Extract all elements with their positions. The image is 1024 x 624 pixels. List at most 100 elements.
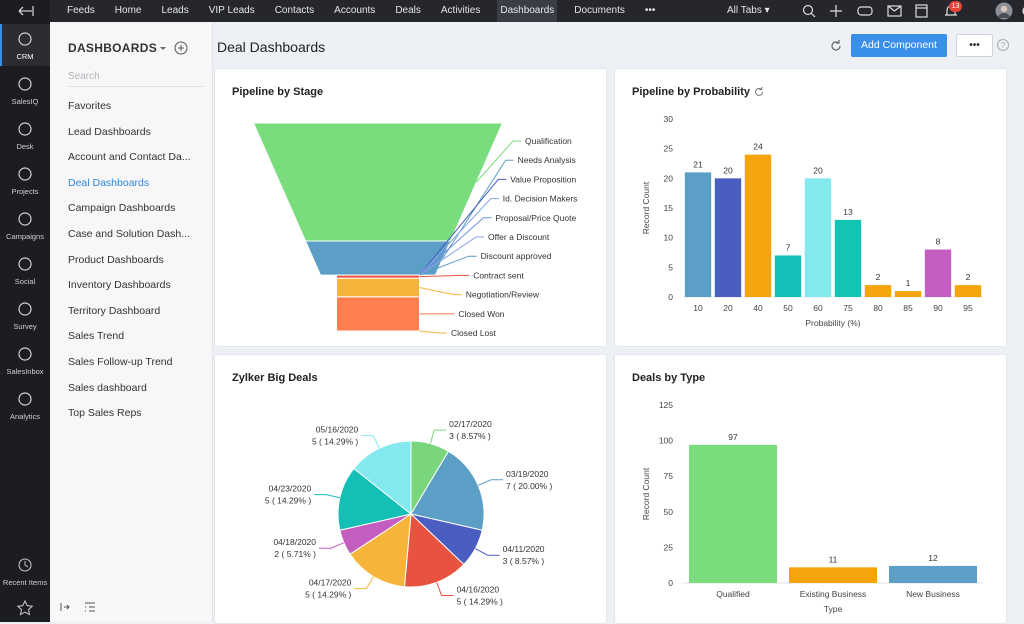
icon-shape [19, 168, 31, 180]
leader-line [354, 577, 373, 589]
add-component-button[interactable]: Add Component [851, 34, 947, 57]
icon-shape [19, 123, 31, 135]
nav-tab[interactable]: ••• [642, 0, 659, 22]
icon-shape [19, 78, 31, 90]
svg-text:?: ? [1001, 41, 1006, 50]
sidebar-item[interactable]: Social [0, 249, 50, 291]
search-input[interactable]: Search [68, 70, 204, 87]
dashboard-link[interactable]: Account and Contact Da... [68, 151, 191, 163]
y-tick-label: 75 [664, 471, 674, 481]
all-tabs-label: All Tabs [727, 5, 762, 16]
sidebar-item[interactable]: Survey [0, 294, 50, 336]
x-tick-label: 75 [843, 303, 853, 313]
funnel-segment [306, 241, 451, 275]
nav-tab[interactable]: Activities [438, 0, 483, 22]
value-label: 12 [928, 553, 938, 563]
panel-actions[interactable] [158, 40, 190, 56]
slice-value-label: 5 ( 14.29% ) [265, 496, 311, 506]
nav-tab[interactable]: Leads [158, 0, 191, 22]
menu-toggle[interactable] [0, 0, 50, 22]
nav-tab[interactable]: Contacts [272, 0, 317, 22]
dashboard-link[interactable]: Product Dashboards [68, 254, 164, 266]
favorites-star[interactable] [0, 598, 50, 618]
slice-value-label: 5 ( 14.29% ) [457, 596, 503, 606]
dashboard-link[interactable]: Campaign Dashboards [68, 202, 175, 214]
slice-label: 04/11/2020 [503, 544, 545, 554]
bar [805, 178, 831, 297]
dashboard-link[interactable]: Case and Solution Dash... [68, 228, 190, 240]
nav-tab[interactable]: Home [112, 0, 145, 22]
dashboard-link[interactable]: Favorites [68, 100, 111, 112]
search-placeholder: Search [68, 71, 100, 82]
sidebar-label: SalesInbox [0, 367, 50, 376]
dashboard-link[interactable]: Lead Dashboards [68, 126, 151, 138]
sidebar-label: Desk [0, 142, 50, 151]
slice-label: 04/23/2020 [269, 484, 312, 494]
sidebar-icon [0, 30, 50, 50]
y-tick-label: 0 [668, 578, 673, 588]
sidebar-item[interactable]: Analytics [0, 384, 50, 426]
recent-items[interactable]: Recent Items [0, 556, 50, 592]
dashboard-link[interactable]: Sales dashboard [68, 382, 147, 394]
nav-tab[interactable]: Dashboards [497, 0, 557, 22]
dashboard-link[interactable]: Sales Trend [68, 330, 124, 342]
dashboard-link[interactable]: Sales Follow-up Trend [68, 356, 172, 368]
nav-tab[interactable]: Deals [392, 0, 424, 22]
stage-label: Negotiation/Review [466, 290, 540, 300]
leader-line [478, 480, 503, 486]
dashboard-link[interactable]: Territory Dashboard [68, 305, 160, 317]
stage-label: Offer a Discount [488, 232, 550, 242]
all-tabs[interactable]: All Tabs ▾ [727, 0, 770, 22]
dashboard-link[interactable]: Deal Dashboards [68, 177, 149, 189]
funnel-segment [337, 297, 420, 331]
nav-tab[interactable]: Accounts [331, 0, 378, 22]
sidebar-item[interactable]: CRM [0, 24, 50, 66]
x-tick-label: Existing Business [800, 589, 867, 599]
x-tick-label: Qualified [716, 589, 750, 599]
slice-value-label: 3 ( 8.57% ) [449, 431, 491, 441]
dashboard-link[interactable]: Top Sales Reps [68, 407, 142, 419]
stage-label: Contract sent [473, 270, 524, 280]
sidebar-label: Analytics [0, 412, 50, 421]
sidebar-item[interactable]: Desk [0, 114, 50, 156]
dashboard-link[interactable]: Inventory Dashboards [68, 279, 171, 291]
y-tick-label: 5 [668, 262, 673, 272]
nav-tab[interactable]: VIP Leads [206, 0, 258, 22]
sidebar-item[interactable]: SalesIQ [0, 69, 50, 111]
avatar[interactable] [995, 2, 1013, 20]
nav-icons [790, 0, 1024, 22]
value-label: 7 [786, 242, 791, 252]
more-button[interactable]: ••• [956, 34, 993, 57]
refresh-button[interactable] [828, 38, 844, 54]
leader-line [420, 331, 448, 333]
bar [745, 155, 771, 297]
sidebar-item[interactable]: Campaigns [0, 204, 50, 246]
sidebar-label: Campaigns [0, 232, 50, 241]
x-tick-label: 90 [933, 303, 943, 313]
value-label: 97 [728, 432, 738, 442]
help-icon[interactable]: ? [996, 38, 1010, 52]
leader-line [361, 436, 379, 449]
nav-tab[interactable]: Feeds [64, 0, 98, 22]
value-label: 8 [936, 237, 941, 247]
sidebar-icon [0, 75, 50, 95]
top-nav: Feeds Home Leads VIP Leads Contacts Accounts D… [50, 0, 1024, 22]
slice-label: 05/16/2020 [316, 425, 359, 435]
bar-chart: 0510152025302110202024407502060137528018… [615, 69, 1006, 346]
sidebar-item[interactable]: Projects [0, 159, 50, 201]
widget-refresh[interactable] [752, 85, 766, 99]
sidebar-label: CRM [0, 52, 50, 61]
sidebar-item[interactable]: SalesInbox [0, 339, 50, 381]
nav-tab[interactable]: Documents [571, 0, 628, 22]
panel-footer-icons[interactable] [56, 598, 106, 616]
bar [955, 285, 981, 297]
slice-value-label: 7 ( 20.00% ) [506, 481, 552, 491]
funnel-segment [337, 278, 420, 297]
widget-title: Deals by Type [632, 372, 705, 384]
